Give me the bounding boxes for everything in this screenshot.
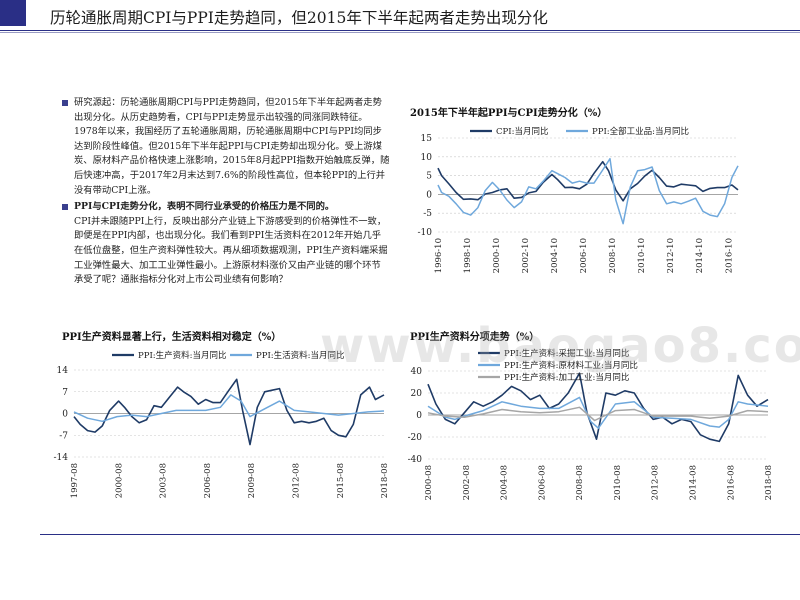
series-line-1 <box>427 372 769 443</box>
legend-label: PPI:生产资料:当月同比 <box>138 350 227 361</box>
x-tick-label: 1996-10 <box>434 238 444 273</box>
x-tick-label: 2012-08 <box>651 465 661 500</box>
x-tick-label: 2010-08 <box>613 465 623 500</box>
x-tick-label: 2012-08 <box>291 463 301 498</box>
y-tick-label: 14 <box>57 366 69 376</box>
x-tick-label: 2000-08 <box>424 465 434 500</box>
title-divider-secondary <box>0 32 800 33</box>
x-tick-label: 2009-08 <box>247 463 257 498</box>
x-tick-label: 2006-08 <box>203 463 213 498</box>
x-tick-label: 2003-08 <box>159 463 169 498</box>
y-tick-label: 7 <box>62 388 68 398</box>
series-line-2 <box>427 396 769 429</box>
x-tick-label: 2010-10 <box>637 238 647 273</box>
x-tick-label: 2014-10 <box>695 238 705 273</box>
x-tick-label: 2016-08 <box>726 465 736 500</box>
chart-1-title: 2015年下半年起PPI与CPI走势分化（%） <box>410 108 608 119</box>
bullet-2-text: CPI并未跟随PPI上行，反映出部分产业链上下游感受到的价格弹性不一致，即便是在… <box>74 215 388 286</box>
legend-label: PPI:全部工业品:当月同比 <box>592 126 689 137</box>
legend-label: PPI:生产资料:原材料工业:当月同比 <box>504 360 638 371</box>
y-tick-label: -40 <box>408 455 422 465</box>
y-tick-label: 20 <box>411 389 423 399</box>
y-tick-label: 0 <box>426 190 432 200</box>
legend-label: PPI:生活资料:当月同比 <box>256 350 345 361</box>
series-line-3 <box>427 406 769 422</box>
x-tick-label: 2004-10 <box>550 238 560 273</box>
legend-label: PPI:生产资料:加工工业:当月同比 <box>504 372 629 383</box>
y-tick-label: -10 <box>418 228 433 238</box>
x-tick-label: 2018-08 <box>380 463 390 498</box>
y-tick-label: 10 <box>421 153 433 163</box>
text-panel: 研究源起：历轮通胀周期CPI与PPI走势趋同，但2015年下半年起两者走势出现分… <box>62 96 390 290</box>
series-line-1 <box>73 378 385 446</box>
watermark: www.baogao8.com <box>320 318 800 374</box>
y-tick-label: -20 <box>408 433 422 443</box>
series-line-1 <box>437 160 739 202</box>
bullet-1-text: 研究源起：历轮通胀周期CPI与PPI走势趋同，但2015年下半年起两者走势出现分… <box>74 97 390 196</box>
x-tick-label: 2016-10 <box>724 238 734 273</box>
y-tick-label: 40 <box>411 367 423 377</box>
bullet-1: 研究源起：历轮通胀周期CPI与PPI走势趋同，但2015年下半年起两者走势出现分… <box>62 96 390 198</box>
x-tick-label: 2002-10 <box>521 238 531 273</box>
series-line-2 <box>437 157 739 225</box>
y-tick-label: 0 <box>416 411 422 421</box>
legend-label: CPI:当月同比 <box>496 126 548 137</box>
title-divider <box>0 30 800 31</box>
x-tick-label: 1998-10 <box>463 238 473 273</box>
x-tick-label: 2014-08 <box>689 465 699 500</box>
x-tick-label: 2006-08 <box>537 465 547 500</box>
chart-2-title: PPI生产资料显著上行，生活资料相对稳定（%） <box>62 332 282 343</box>
series-line-2 <box>73 394 385 423</box>
x-tick-label: 2018-08 <box>764 465 774 500</box>
footer-divider <box>40 534 800 535</box>
x-tick-label: 2008-10 <box>608 238 618 273</box>
x-tick-label: 2002-08 <box>462 465 472 500</box>
page-title: 历轮通胀周期CPI与PPI走势趋同，但2015年下半年起两者走势出现分化 <box>50 9 548 27</box>
corner-block <box>0 0 26 26</box>
bullet-2-heading: PPI与CPI走势分化，表明不同行业承受的价格压力是不同的。 <box>74 201 335 213</box>
y-tick-label: 0 <box>62 410 68 420</box>
x-tick-label: 2004-08 <box>500 465 510 500</box>
y-tick-label: -5 <box>423 209 432 219</box>
y-tick-label: -14 <box>54 453 69 463</box>
x-tick-label: 2012-10 <box>666 238 676 273</box>
x-tick-label: 2006-10 <box>579 238 589 273</box>
x-tick-label: 2000-10 <box>492 238 502 273</box>
y-tick-label: 5 <box>426 172 432 182</box>
x-tick-label: 2008-08 <box>575 465 585 500</box>
chart-3-title: PPI生产资料分项走势（%） <box>410 332 540 343</box>
y-tick-label: -7 <box>59 431 68 441</box>
x-tick-label: 1997-08 <box>70 463 80 498</box>
x-tick-label: 2015-08 <box>336 463 346 498</box>
x-tick-label: 2000-08 <box>114 463 124 498</box>
y-tick-label: 15 <box>421 134 433 144</box>
legend-label: PPI:生产资料:采掘工业:当月同比 <box>504 348 629 359</box>
bullet-2: PPI与CPI走势分化，表明不同行业承受的价格压力是不同的。 CPI并未跟随PP… <box>62 200 390 288</box>
